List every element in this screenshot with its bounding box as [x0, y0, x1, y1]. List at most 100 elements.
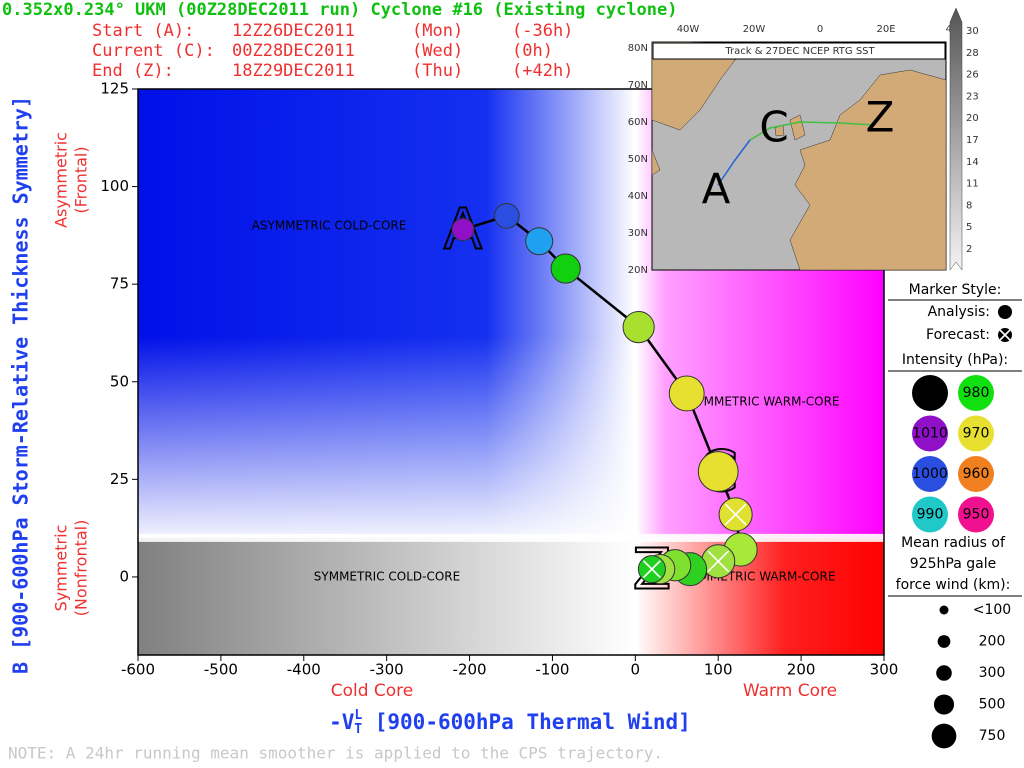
- y-axis-label: B [900-600hPa Storm-Relative Thickness S…: [9, 96, 33, 674]
- x-side-label: Cold Core: [331, 681, 414, 701]
- legend-intensity-label: 960: [963, 466, 990, 482]
- inset-land: [789, 69, 947, 271]
- header-day: (Mon): [412, 21, 463, 41]
- legend-intensity-label: 1010: [912, 426, 948, 442]
- region-label: SYMMETRIC COLD-CORE: [314, 570, 460, 584]
- inset-title-box: [652, 42, 946, 60]
- legend-analysis: Analysis:: [928, 304, 990, 320]
- inset-lat-label: 50N: [628, 154, 648, 165]
- header-date: 12Z26DEC2011: [232, 21, 355, 41]
- x-axis-label: -VL T [900-600hPa Thermal Wind]: [329, 708, 691, 737]
- legend-radius-label: 300: [979, 665, 1006, 681]
- y-side-label: (Frontal): [72, 146, 91, 213]
- legend-radius-label: 200: [979, 634, 1006, 650]
- x-label-symbol: -V: [329, 710, 355, 734]
- legend-radius-label: 750: [979, 728, 1006, 744]
- legend-intensity-label: 950: [963, 507, 990, 523]
- legend-intensity-swatch: [958, 496, 994, 533]
- legend-radius-label: 500: [979, 697, 1006, 713]
- x-tick-label: 300: [870, 661, 899, 679]
- header-label: End (Z):: [92, 61, 174, 81]
- reference-band: [138, 533, 884, 542]
- y-side-label: Symmetric: [52, 525, 71, 612]
- inset-lat-label: 20N: [628, 265, 648, 276]
- legend-radius-swatch: [936, 665, 952, 681]
- note: NOTE: A 24hr running mean smoother is ap…: [8, 744, 663, 763]
- header-label: Start (A):: [92, 21, 194, 41]
- colorbar-label: 11: [966, 179, 979, 190]
- quadrant-sym-cold: [138, 537, 636, 655]
- y-side-label: Asymmetric: [52, 132, 71, 228]
- y-tick-label: 100: [100, 177, 129, 195]
- legend-intensity-swatch: [912, 375, 948, 411]
- forecast-cross: [707, 550, 730, 573]
- y-tick-label: 25: [110, 470, 129, 488]
- inset-land: [651, 149, 661, 176]
- legend-intensity-label: 970: [963, 426, 990, 442]
- track-point: [525, 227, 554, 256]
- legend-intensity-swatch: [912, 456, 948, 492]
- forecast-cross: [642, 560, 661, 579]
- legend-radius-swatch: [933, 694, 955, 715]
- inset-lat-label: 40N: [628, 191, 648, 202]
- header-offset: (0h): [512, 41, 553, 61]
- legend-intensity-label: 980: [963, 385, 990, 401]
- inset-lat-label: 60N: [628, 117, 648, 128]
- legend-intensity-label: 990: [917, 507, 944, 523]
- header-label: Current (C):: [92, 41, 215, 61]
- legend-radius-swatch: [937, 635, 951, 648]
- inset-lon-label: 40W: [677, 24, 700, 35]
- region-label: ASYMMETRIC COLD-CORE: [252, 219, 407, 233]
- x-side-label: Warm Core: [743, 681, 837, 701]
- x-tick-label: 200: [787, 661, 816, 679]
- legend-title: 925hPa gale: [910, 556, 996, 572]
- colorbar-label: 5: [966, 222, 972, 233]
- track-point: [668, 375, 705, 412]
- inset-letter: C: [759, 103, 788, 152]
- legend-forecast: Forecast:: [926, 327, 990, 343]
- inset-lat-label: 70N: [628, 80, 648, 91]
- colorbar-label: 28: [966, 48, 979, 59]
- x-tick-label: 0: [631, 661, 641, 679]
- legend-radius-swatch: [931, 723, 957, 749]
- legend-analysis-mark: [998, 305, 1012, 319]
- colorbar-label: 2: [966, 244, 972, 255]
- y-tick-label: 50: [110, 372, 129, 390]
- legend-radius-swatch: [939, 605, 949, 615]
- y-tick-label: 0: [119, 567, 129, 585]
- legend-title: Mean radius of: [901, 535, 1006, 551]
- colorbar-label: 23: [966, 91, 979, 102]
- inset-lat-label: 30N: [628, 228, 648, 239]
- colorbar-label: 20: [966, 113, 979, 124]
- x-tick-label: -400: [287, 661, 321, 679]
- inset-title: Track & 27DEC NCEP RTG SST: [724, 46, 875, 57]
- x-label-sub: T: [354, 722, 362, 737]
- legend-title: Marker Style:: [909, 282, 1002, 298]
- inset-lon-label: 0: [817, 24, 823, 35]
- x-tick-label: -300: [370, 661, 404, 679]
- legend-intensity-swatch: [958, 415, 994, 452]
- track-point: [494, 203, 520, 229]
- y-tick-label: 75: [110, 275, 129, 293]
- colorbar-label: 30: [966, 26, 979, 37]
- x-label-text: [900-600hPa Thermal Wind]: [362, 710, 691, 734]
- region-label: ASYMMETRIC WARM-CORE: [680, 395, 839, 409]
- inset-lat-label: 80N: [628, 43, 648, 54]
- legend-intensity-swatch: [912, 496, 948, 533]
- quadrant-fade: [138, 89, 636, 538]
- plot-frame: [137, 88, 885, 656]
- legend-title: force wind (km):: [896, 577, 1011, 593]
- header-date: 00Z28DEC2011: [232, 41, 355, 61]
- inset-land: [651, 41, 761, 131]
- track-point: [697, 451, 739, 492]
- track-point: [451, 217, 475, 242]
- y-side-label: (Nonfrontal): [72, 520, 91, 617]
- legend-intensity-label: 1000: [912, 466, 948, 482]
- track-point: [550, 253, 581, 284]
- legend-title: Intensity (hPa):: [902, 352, 1008, 368]
- forecast-cross: [724, 503, 747, 526]
- legend-radius-label: <100: [973, 602, 1011, 618]
- x-tick-label: -200: [453, 661, 487, 679]
- chart-title: 0.352x0.234° UKM (00Z28DEC2011 run) Cycl…: [2, 0, 678, 20]
- track-point: [622, 311, 655, 344]
